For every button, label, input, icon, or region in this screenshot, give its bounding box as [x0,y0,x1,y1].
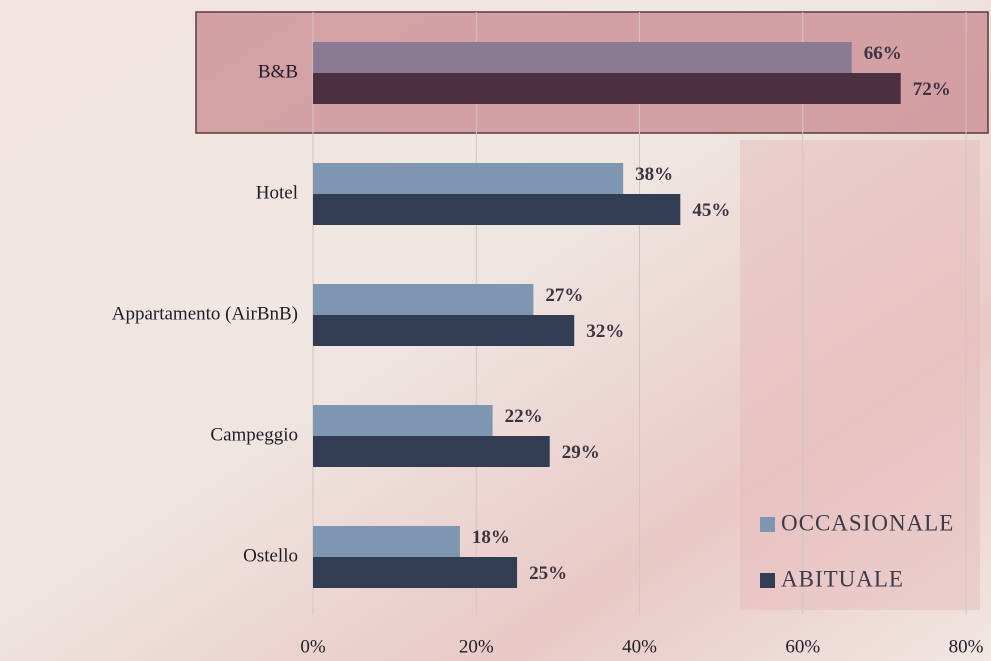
bar [313,405,493,436]
value-label: 66% [864,43,902,64]
x-tick-label: 60% [785,636,820,657]
value-label: 45% [692,200,730,221]
bar [313,284,534,315]
bar [313,526,460,557]
value-label: 38% [635,164,673,185]
bar [313,163,624,194]
value-label: 22% [505,406,543,427]
x-tick-label: 0% [300,636,326,657]
value-label: 25% [529,563,567,584]
bar [313,42,852,73]
bar [313,315,575,346]
background-door [740,140,980,610]
value-label: 29% [562,442,600,463]
x-tick-label: 20% [459,636,494,657]
bar [313,436,550,467]
legend-label: OCCASIONALE [781,510,954,535]
value-label: 18% [472,527,510,548]
y-tick-label: B&B [258,61,298,82]
y-tick-label: Ostello [243,545,298,566]
x-tick-label: 80% [949,636,984,657]
y-tick-label: Campeggio [210,424,298,445]
y-tick-label: Appartamento (AirBnB) [112,303,298,324]
value-label: 72% [913,79,951,100]
legend-label: ABITUALE [781,566,904,591]
bar [313,557,518,588]
x-tick-label: 40% [622,636,657,657]
legend-swatch [760,573,775,588]
legend-swatch [760,517,775,532]
value-label: 32% [586,321,624,342]
value-label: 27% [545,285,583,306]
bar [313,73,901,104]
bar [313,194,681,225]
y-tick-label: Hotel [256,182,298,203]
